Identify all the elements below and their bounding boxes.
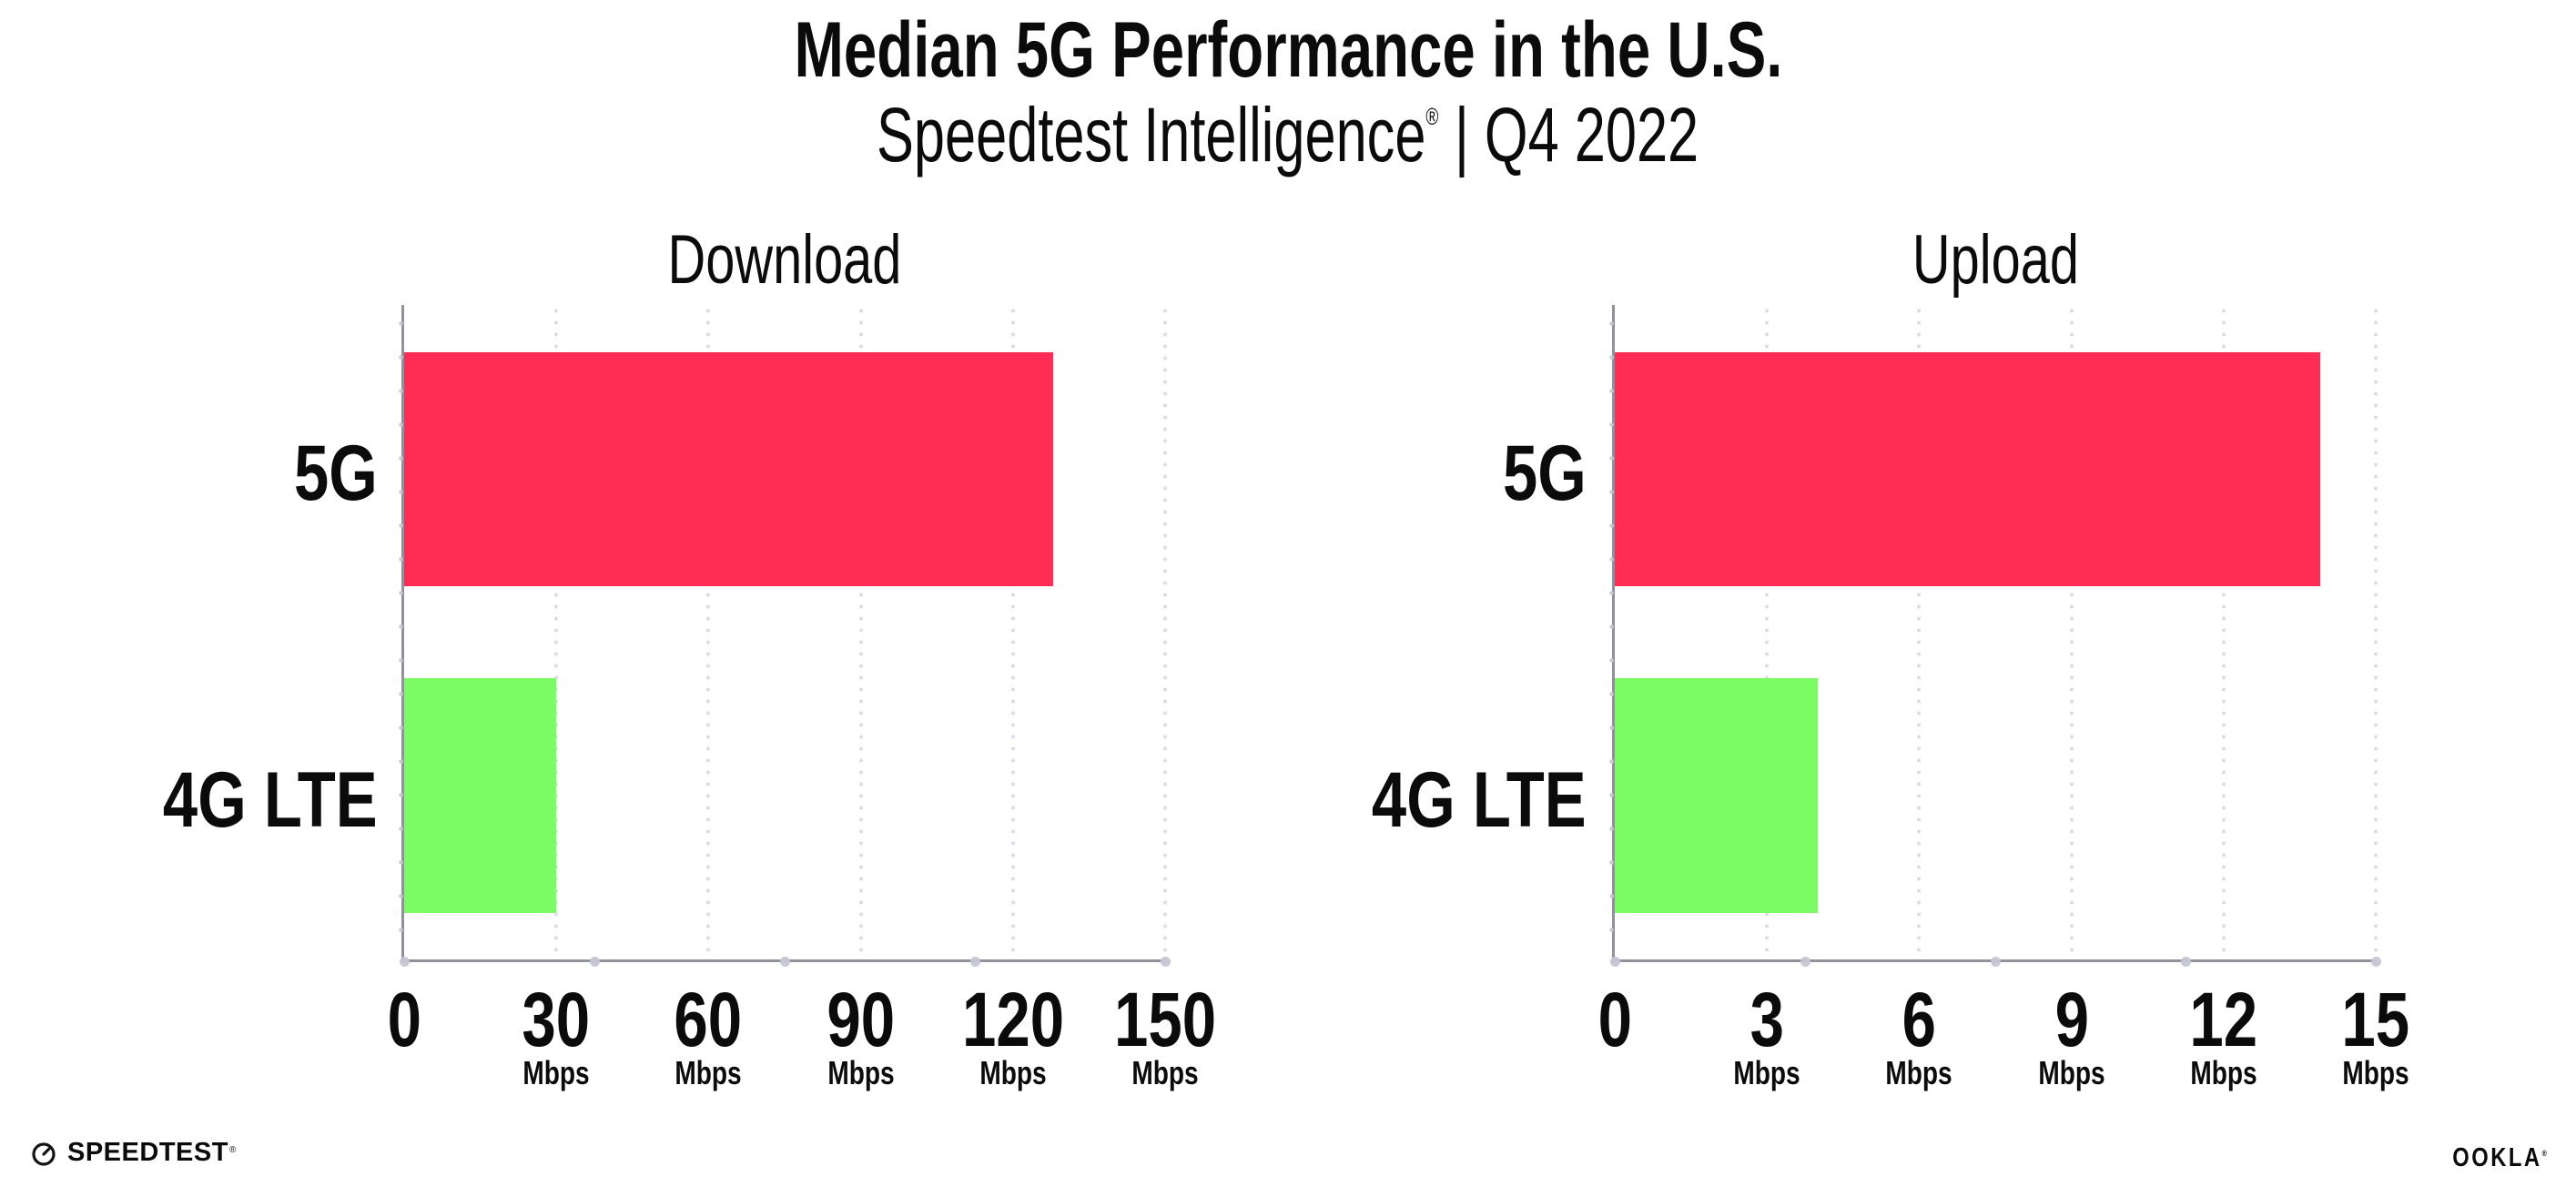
x-tick-label: 30 bbox=[522, 977, 591, 1062]
ookla-trademark-icon: ® bbox=[2541, 1149, 2549, 1158]
x-tick-unit: Mbps bbox=[2038, 1054, 2105, 1091]
x-tick-unit: Mbps bbox=[2342, 1054, 2409, 1091]
axis-tick-dot bbox=[1800, 957, 1810, 967]
bar-5g-upload bbox=[1615, 352, 2320, 586]
speedtest-gauge-icon bbox=[30, 1140, 57, 1167]
ookla-logo: OOKLA® bbox=[2431, 1143, 2549, 1173]
x-tick-label: 9 bbox=[2054, 977, 2089, 1062]
ookla-logo-text: OOKLA® bbox=[2451, 1143, 2549, 1172]
x-tick-label: 6 bbox=[1902, 977, 1936, 1062]
x-tick-label: 120 bbox=[961, 977, 1065, 1062]
x-tick-label: 12 bbox=[2189, 977, 2258, 1062]
y-axis-label-4g-lte-download: 4G LTE bbox=[163, 756, 378, 844]
axis-tick-dot bbox=[2370, 957, 2381, 967]
x-tick-unit: Mbps bbox=[827, 1054, 895, 1091]
axis-tick-dot bbox=[399, 957, 410, 967]
x-tick-unit: Mbps bbox=[522, 1054, 590, 1091]
gridline-dotted bbox=[554, 305, 559, 959]
axis-tick-dot bbox=[779, 957, 790, 967]
gridline-dotted bbox=[706, 305, 711, 959]
x-tick-unit: Mbps bbox=[2190, 1054, 2257, 1091]
chart-title-download: Download bbox=[667, 221, 902, 299]
x-tick-label: 90 bbox=[827, 977, 896, 1062]
registered-trademark-icon: ® bbox=[1425, 103, 1439, 130]
gridline-dotted bbox=[1163, 305, 1167, 959]
axis-tick-dot bbox=[1160, 957, 1171, 967]
page-title-text: Median 5G Performance in the U.S. bbox=[794, 6, 1782, 94]
axis-tick-dot bbox=[589, 957, 600, 967]
gridline-dotted bbox=[2374, 305, 2378, 959]
plot-area-download bbox=[399, 305, 1171, 967]
speedtest-logo-text: SPEEDTEST bbox=[67, 1138, 228, 1167]
chart-title-upload: Upload bbox=[1912, 221, 2079, 299]
gridline-dotted bbox=[858, 305, 863, 959]
y-axis-label-5g-upload: 5G bbox=[1503, 430, 1587, 517]
speedtest-logo: SPEEDTEST® bbox=[30, 1138, 236, 1168]
x-tick-unit: Mbps bbox=[674, 1054, 742, 1091]
axis-tick-dot bbox=[1990, 957, 2001, 967]
gridline-dotted bbox=[1917, 305, 1922, 959]
speedtest-trademark-icon: ® bbox=[228, 1145, 237, 1155]
y-axis-label-4g-lte-upload: 4G LTE bbox=[1372, 756, 1587, 844]
axis-tick-dot bbox=[2180, 957, 2191, 967]
x-tick-label: 15 bbox=[2341, 977, 2410, 1062]
axis-tick-dot bbox=[1609, 957, 1620, 967]
subtitle-period: | Q4 2022 bbox=[1455, 92, 1699, 178]
x-tick-unit: Mbps bbox=[979, 1054, 1047, 1091]
gridline-dotted bbox=[1010, 305, 1015, 959]
x-tick-label: 0 bbox=[1597, 977, 1632, 1062]
gridline-dotted bbox=[2221, 305, 2226, 959]
x-tick-unit: Mbps bbox=[1885, 1054, 1952, 1091]
x-tick-unit: Mbps bbox=[1733, 1054, 1800, 1091]
gridline-dotted bbox=[2069, 305, 2074, 959]
y-axis-dots bbox=[399, 307, 403, 959]
page-title: Median 5G Performance in the U.S. bbox=[0, 5, 2576, 96]
plot-area-upload bbox=[1609, 305, 2381, 967]
bar-4g-lte-download bbox=[404, 678, 557, 913]
axis-tick-dot bbox=[969, 957, 980, 967]
x-tick-label: 3 bbox=[1749, 977, 1784, 1062]
bar-5g-download bbox=[404, 352, 1054, 586]
x-tick-unit: Mbps bbox=[1131, 1054, 1199, 1091]
y-axis-dots bbox=[1609, 307, 1614, 959]
bar-4g-lte-upload bbox=[1615, 678, 1818, 913]
y-axis-label-5g-download: 5G bbox=[294, 430, 378, 517]
x-tick-label: 150 bbox=[1113, 977, 1217, 1062]
x-tick-label: 0 bbox=[387, 977, 421, 1062]
gridline-dotted bbox=[1765, 305, 1770, 959]
page-subtitle: Speedtest Intelligence® | Q4 2022 bbox=[0, 91, 2576, 179]
subtitle-brand: Speedtest Intelligence bbox=[877, 92, 1426, 178]
x-tick-label: 60 bbox=[674, 977, 743, 1062]
